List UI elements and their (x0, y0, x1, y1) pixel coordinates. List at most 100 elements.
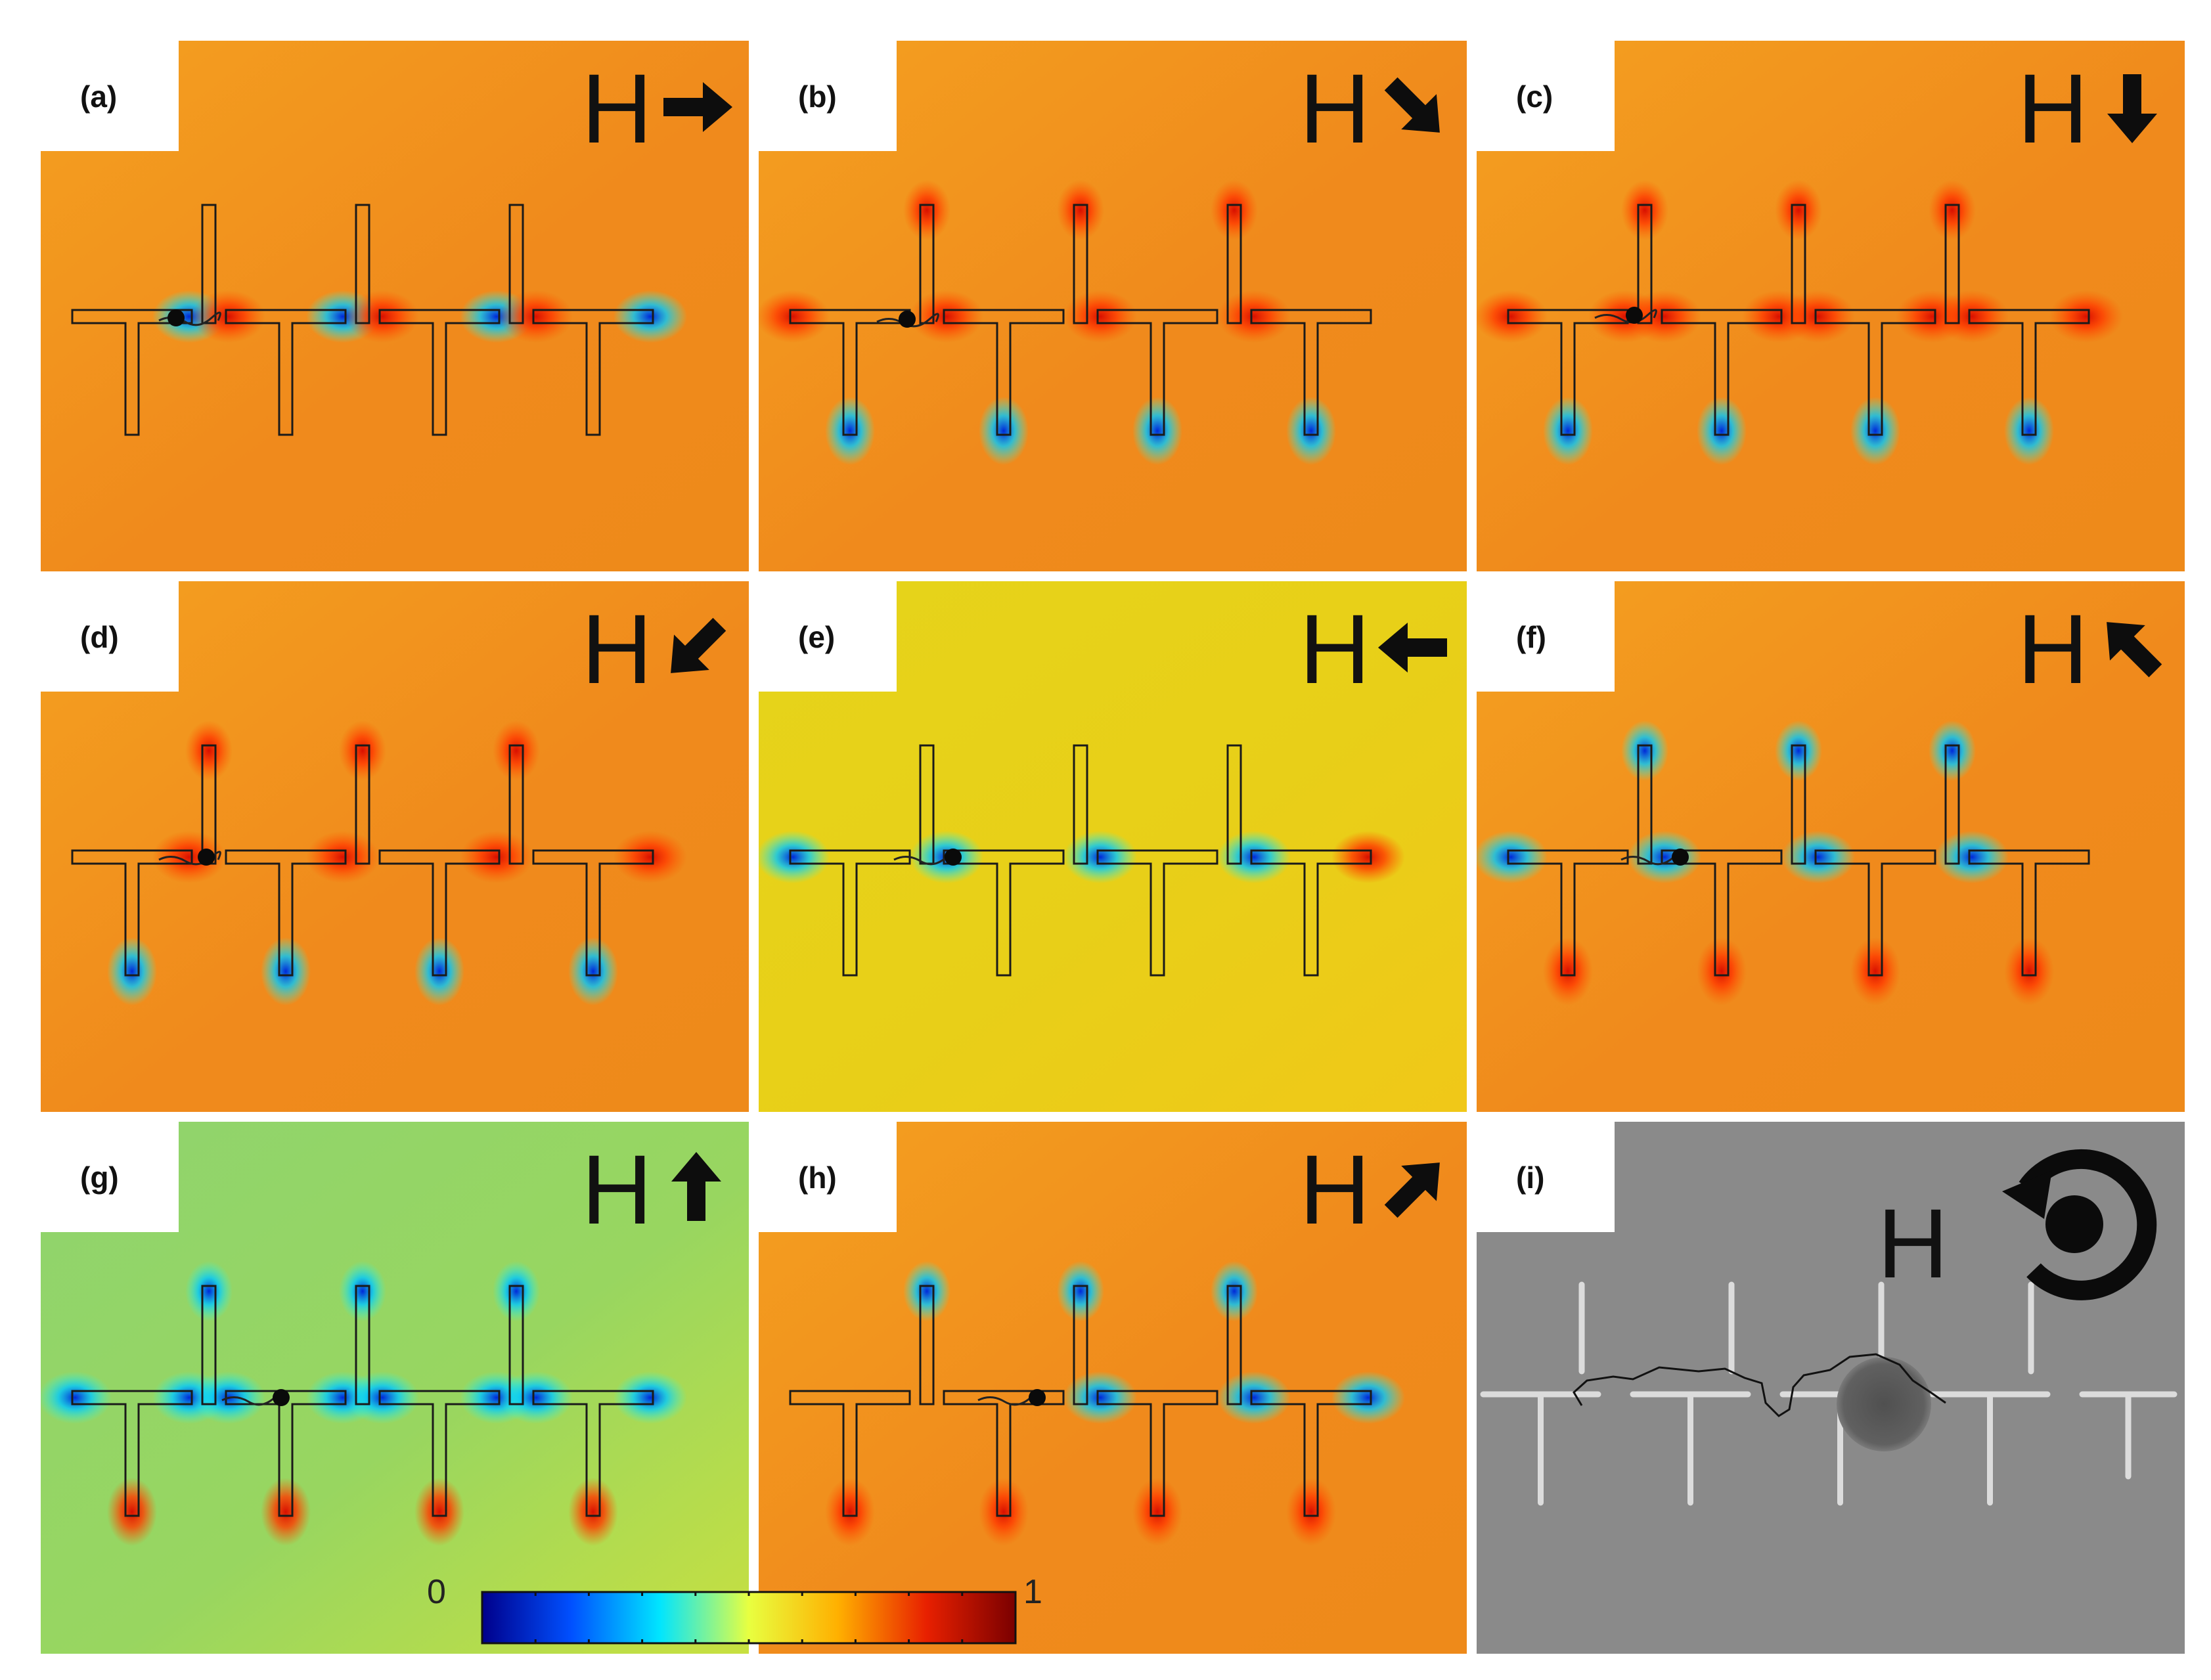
rotating-field-arrow-icon (2002, 1149, 2157, 1300)
tee-structure (1968, 849, 2090, 977)
tee-structure (1968, 309, 2090, 436)
pole-left-end (1935, 290, 2009, 343)
pole-right-end (460, 831, 533, 883)
pole-left-end (1935, 831, 2009, 883)
vertical-bar (508, 1285, 524, 1405)
pole-bar-top (493, 720, 540, 781)
tee-array (789, 1285, 1372, 1517)
pole-stem-end (568, 1478, 618, 1546)
pole-bar-top (1929, 180, 1976, 240)
vertical-bar (508, 744, 524, 865)
vertical-bar (1226, 204, 1242, 324)
particle-trajectory (876, 313, 939, 328)
tee-structure (378, 849, 501, 977)
tee-structure (943, 1390, 1065, 1517)
particle-bead (945, 849, 962, 866)
tee-structure (532, 309, 654, 436)
arrow-up-left-icon (2107, 622, 2162, 678)
pole-stem-end (414, 1478, 464, 1546)
colorbar-max-label: 1 (1023, 1573, 1042, 1611)
panel-label: (a) (41, 41, 179, 151)
field-label: H (581, 1134, 653, 1245)
arrow-up-icon (671, 1152, 721, 1221)
vertical-bar (1791, 744, 1806, 865)
field-label: H (581, 594, 653, 704)
pole-bar-top (339, 720, 386, 781)
pole-left-end (1628, 831, 1701, 883)
pole-stem-end (1543, 397, 1593, 465)
field-label: H (2017, 53, 2089, 164)
pole-right-end (1331, 831, 1405, 883)
particle-trajectory (158, 851, 221, 866)
vertical-bar (1637, 744, 1653, 865)
tee-array (1507, 204, 2090, 436)
pole-stem-end (1286, 1478, 1336, 1546)
arrow-down-left-icon (671, 617, 726, 673)
tee-structure (532, 849, 654, 977)
arrow-down-right-icon (1384, 77, 1440, 133)
tee-structure (1661, 309, 1783, 436)
vertical-bar (1637, 204, 1653, 324)
field-label: H (1877, 1188, 1949, 1298)
pole-bar-top (1057, 1261, 1104, 1321)
vertical-bar (355, 204, 370, 324)
vertical-bar (1944, 204, 1960, 324)
pole-stem-end (1132, 1478, 1182, 1546)
pole-left-end (1477, 831, 1548, 883)
pole-right-end (614, 290, 687, 343)
pole-left-end (759, 290, 830, 343)
pole-stem-end (261, 1478, 311, 1546)
vertical-bar (1073, 744, 1088, 865)
tee-structure (225, 309, 347, 436)
pole-right-end (2049, 290, 2123, 343)
panel-i: (i) H (1477, 1122, 2185, 1654)
tee-structure (1814, 849, 1936, 977)
panel-f: (f) H (1477, 581, 2185, 1112)
vertical-bar (201, 204, 217, 324)
pole-stem-end (825, 1478, 875, 1546)
tee-structure (1250, 1390, 1372, 1517)
pole-stem-end (414, 937, 464, 1006)
vertical-bar (508, 204, 524, 324)
panel-b: (b) H (759, 41, 1467, 571)
tee-array (71, 204, 654, 436)
vertical-bar (1226, 744, 1242, 865)
pole-bar-top (185, 1261, 233, 1321)
pole-stem-end (1286, 397, 1336, 465)
panel-label: (f) (1477, 581, 1615, 692)
tee-structure (532, 1390, 654, 1517)
tee-structure (1814, 309, 1936, 436)
pole-bar-top (1929, 720, 1976, 781)
pole-stem-end (1697, 397, 1747, 465)
pole-left-end (1477, 290, 1548, 343)
pole-left-end (1217, 831, 1291, 883)
pole-left-end (1781, 831, 1855, 883)
field-label: H (581, 53, 653, 164)
tee-structure (71, 1390, 193, 1517)
pole-right-end (1331, 1371, 1405, 1424)
tee-structure (71, 849, 193, 977)
pole-left-end (499, 1371, 573, 1424)
pole-bar-top (1621, 720, 1668, 781)
panel-label: (c) (1477, 41, 1615, 151)
vertical-bar (201, 1285, 217, 1405)
panel-label: (e) (759, 581, 897, 692)
vertical-bar (1791, 204, 1806, 324)
particle-bead (273, 1389, 290, 1406)
tee-structure (1096, 1390, 1218, 1517)
pole-stem-end (2004, 397, 2054, 465)
pole-stem-end (979, 397, 1029, 465)
vertical-bar (1226, 1285, 1242, 1405)
particle-bead (1672, 849, 1689, 866)
tee-array (71, 1285, 654, 1517)
pole-stem-end (2004, 937, 2054, 1006)
vertical-bar (355, 744, 370, 865)
particle-bead (198, 849, 215, 866)
pole-left-end (1063, 290, 1137, 343)
pole-bar-top (1057, 180, 1104, 240)
tee-structure (225, 1390, 347, 1517)
arrow-right-icon (663, 82, 732, 132)
arrow-left-icon (1378, 623, 1447, 673)
tee-structure (71, 309, 193, 436)
panel-h: (h) H (759, 1122, 1467, 1654)
